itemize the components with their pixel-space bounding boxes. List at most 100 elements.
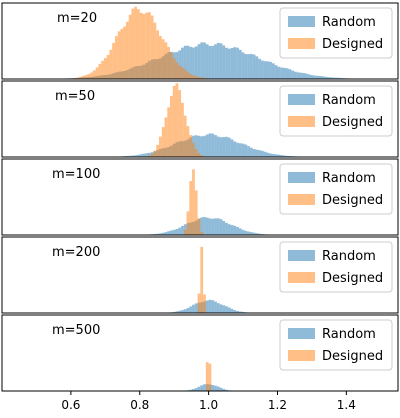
histogram-bar — [148, 155, 151, 157]
panel-m-500: m=500 Random Designed — [1, 314, 399, 392]
histogram-bar — [266, 152, 270, 157]
histogram-bar — [109, 49, 113, 79]
histogram-bar — [164, 117, 168, 157]
histogram-bar — [186, 126, 190, 157]
series-random — [186, 384, 231, 391]
x-tick-label: 0.8 — [130, 398, 149, 412]
histogram-bar — [241, 229, 245, 235]
legend: Random Designed — [279, 85, 393, 137]
histogram-bar — [186, 211, 190, 235]
histogram-bar — [216, 386, 220, 391]
histogram-bar — [238, 228, 242, 235]
histogram-bar — [175, 62, 179, 79]
histogram-bar — [106, 54, 110, 79]
histogram-bar — [183, 309, 187, 313]
legend-label-designed: Designed — [322, 271, 383, 286]
histogram-bar — [136, 9, 140, 79]
histogram-bar — [216, 218, 220, 235]
histogram-bar — [335, 77, 339, 79]
histogram-bar — [230, 48, 234, 79]
histogram-bar — [247, 231, 250, 235]
legend-swatch-random — [288, 328, 315, 339]
histogram-bar — [249, 147, 253, 157]
histogram-bar — [211, 133, 215, 157]
histogram-bar — [225, 306, 228, 313]
histogram-bar — [222, 45, 226, 79]
histogram-bar — [266, 61, 270, 79]
histogram-bar — [192, 304, 195, 313]
legend-label-random: Random — [322, 15, 376, 30]
histogram-bar — [263, 151, 267, 157]
histogram-bar — [230, 308, 234, 313]
histogram-bar — [128, 155, 132, 157]
histogram-bar — [92, 70, 96, 79]
histogram-bar — [233, 310, 237, 313]
histogram-bar — [313, 75, 317, 79]
histogram-bar — [269, 61, 272, 79]
histogram-bar — [148, 12, 151, 79]
histogram-bar — [181, 47, 184, 79]
legend-swatch-random — [288, 172, 315, 183]
histogram-bar — [192, 389, 195, 391]
histogram-bar — [172, 229, 176, 235]
histogram-bar — [282, 67, 286, 79]
histogram-bar — [175, 83, 179, 157]
histogram-bar — [153, 22, 157, 79]
legend: Random Designed — [279, 7, 393, 59]
histogram-bar — [271, 63, 275, 79]
legend-label-designed: Designed — [322, 115, 383, 130]
legend-swatch-designed — [288, 116, 315, 127]
histogram-bar — [142, 153, 146, 157]
histogram-bar — [114, 36, 118, 79]
histogram-bar — [225, 136, 228, 157]
histogram-bar — [205, 300, 209, 313]
histogram-bar — [214, 301, 217, 313]
histogram-bar — [161, 232, 165, 235]
histogram-bar — [178, 65, 182, 79]
histogram-bar — [227, 137, 231, 157]
histogram-bar — [282, 155, 286, 157]
histogram-bar — [340, 77, 344, 79]
histogram-bar — [178, 90, 182, 157]
histogram-bar — [205, 44, 209, 79]
histogram-bar — [208, 45, 212, 79]
legend-swatch-designed — [288, 194, 315, 205]
histogram-bar — [150, 15, 154, 79]
panel-label: m=50 — [55, 89, 95, 104]
histogram-bar — [131, 155, 135, 157]
panel-frame — [1, 80, 399, 158]
histogram-bar — [136, 154, 140, 157]
histogram-bar — [238, 311, 242, 313]
histogram-bar — [203, 42, 206, 79]
histogram-bar — [280, 67, 283, 79]
histogram-bar — [200, 155, 204, 157]
histogram-bar — [159, 35, 162, 79]
histogram-bar — [156, 144, 160, 157]
histogram-bar — [189, 46, 193, 79]
histogram-bar — [170, 52, 173, 79]
x-tick-label: 1.4 — [337, 398, 356, 412]
histogram-bar — [148, 152, 151, 157]
histogram-bar — [128, 14, 132, 79]
histogram-bar — [125, 155, 129, 157]
histogram-bar — [200, 385, 204, 391]
histogram-bar — [316, 75, 319, 79]
histogram-bar — [216, 42, 220, 79]
histogram-bar — [194, 135, 198, 157]
legend-label-designed: Designed — [322, 349, 383, 364]
histogram-bar — [186, 45, 190, 79]
histogram-bar — [227, 307, 231, 313]
histogram-bar — [318, 76, 322, 79]
histogram-bar — [183, 224, 187, 235]
histogram-bar — [205, 217, 209, 235]
histogram-bar — [260, 60, 264, 79]
panel-label: m=20 — [57, 11, 97, 26]
histogram-bar — [307, 74, 311, 79]
legend: Random Designed — [279, 241, 393, 293]
legend-swatch-random — [288, 94, 315, 105]
histogram-bar — [225, 222, 228, 235]
histogram-bar — [219, 43, 223, 79]
histogram-bar — [192, 169, 195, 235]
histogram-bar — [255, 233, 259, 235]
histogram-bar — [219, 304, 223, 313]
